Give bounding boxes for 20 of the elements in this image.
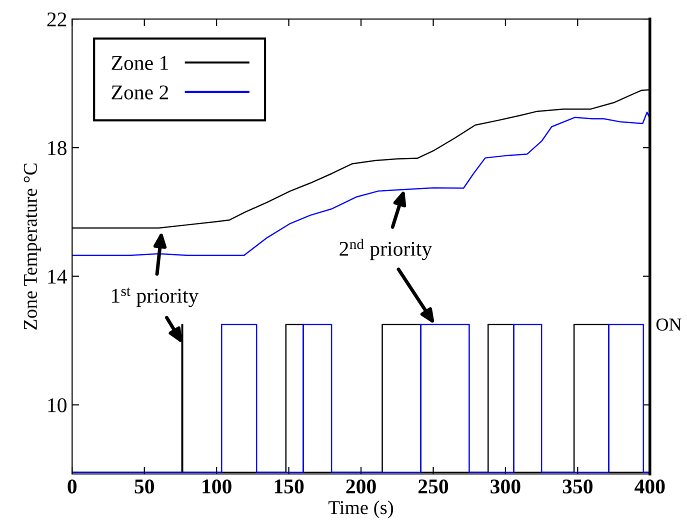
annotation: 1$^{st}$ priority (112, 288, 199, 308)
x-tick-label: 0 (68, 479, 77, 494)
x-tick-label: 200 (346, 479, 376, 494)
x-tick-label: 250 (418, 479, 448, 494)
x-axis-title: Time (s) (328, 500, 394, 518)
legend-label: Zone 2 (112, 85, 168, 100)
x-tick-label: 150 (274, 479, 304, 494)
x-tick-label: 300 (490, 479, 520, 494)
y-tick-label: 14 (48, 270, 67, 284)
legend-label: Zone 1 (112, 56, 168, 70)
x-tick-label: 350 (562, 479, 593, 494)
text: ON (656, 318, 682, 331)
x-tick-label: 100 (202, 479, 232, 494)
y-tick-label: 18 (48, 141, 66, 156)
y-axis-title: Zone Temperature °C (24, 164, 41, 330)
x-tick-label: 50 (134, 479, 154, 494)
y-tick-label: 10 (48, 398, 66, 412)
annotation: 2$^{nd}$ priority (340, 238, 432, 260)
x-tick-label: 400 (634, 479, 665, 494)
y-tick-label: 22 (47, 12, 66, 26)
